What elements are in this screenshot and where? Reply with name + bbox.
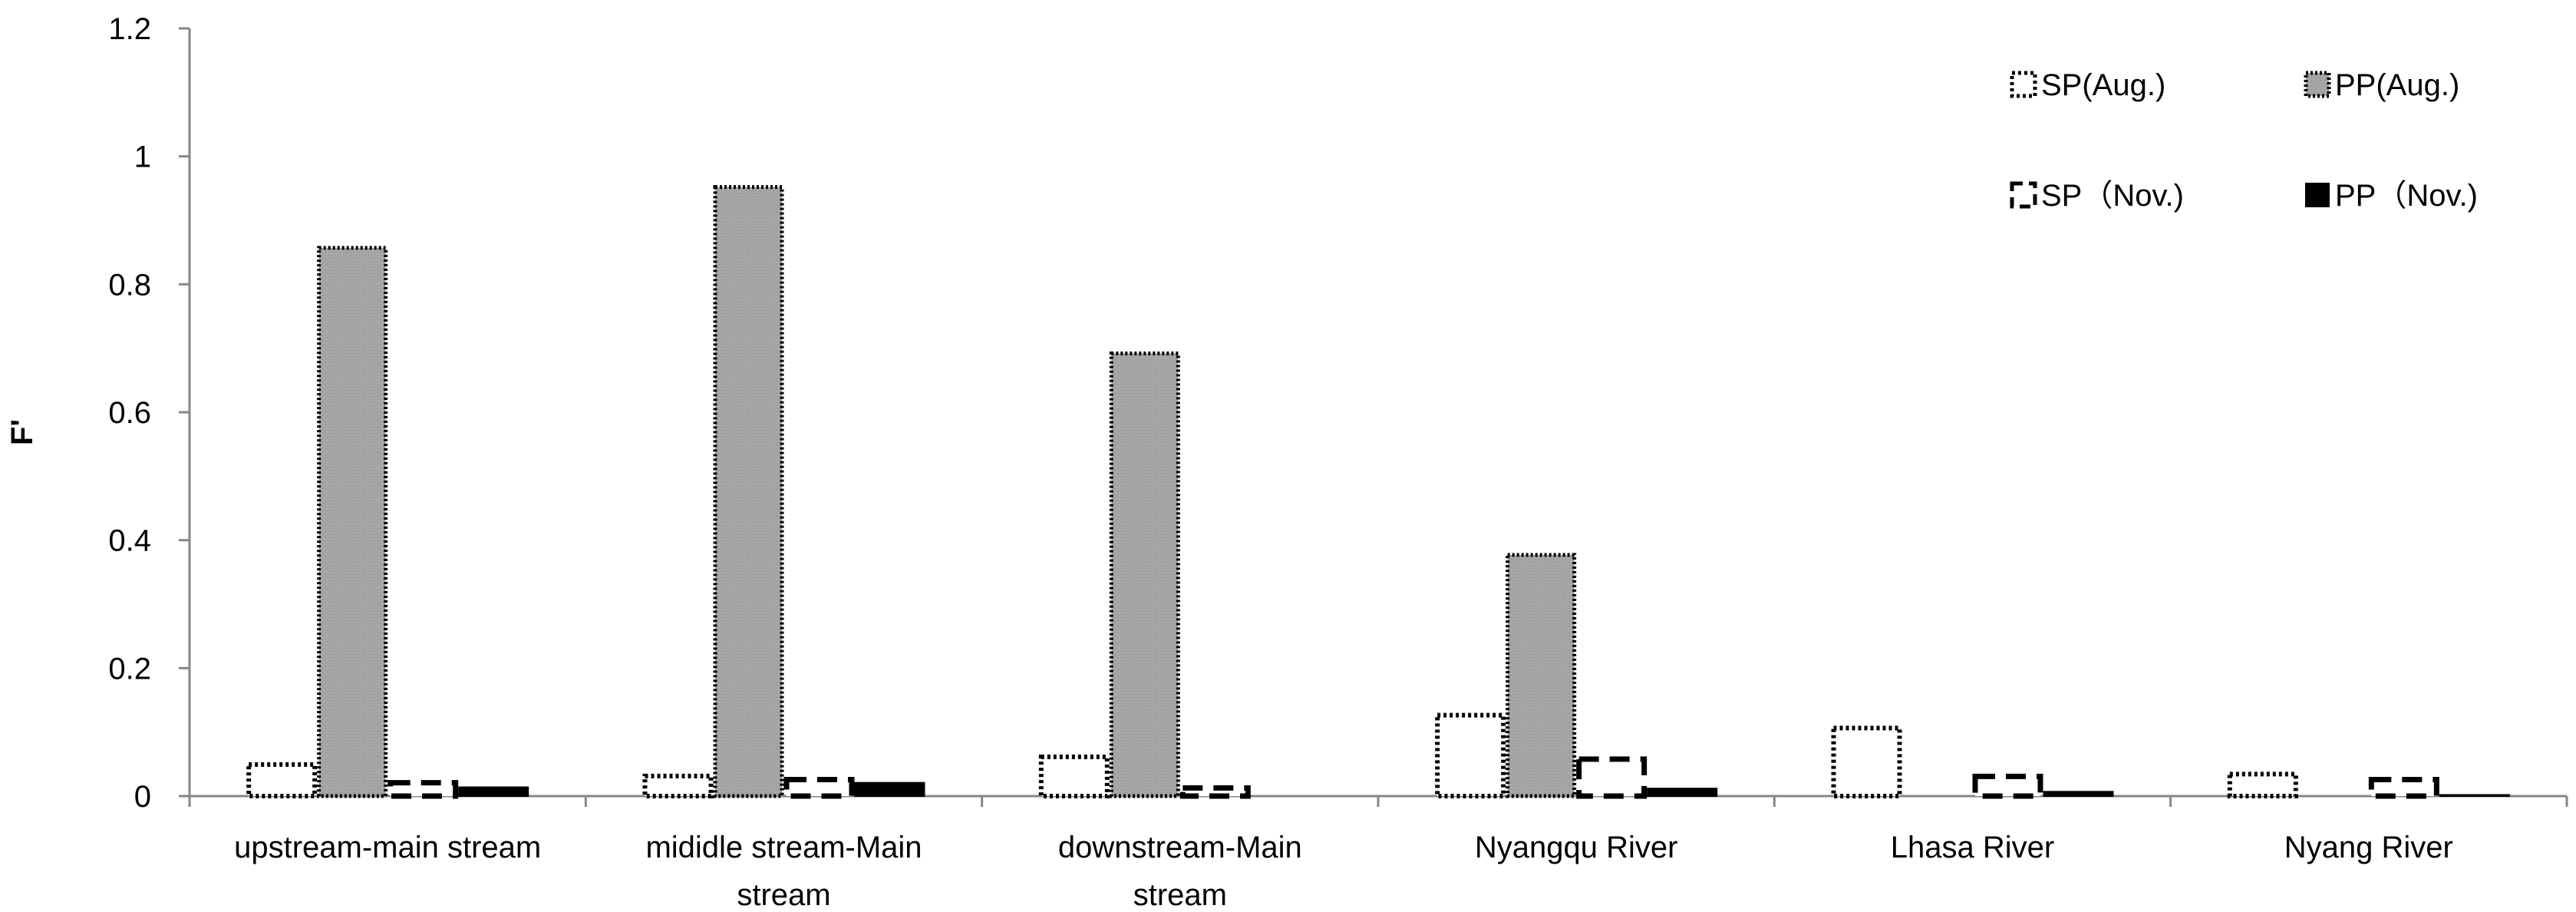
legend-label: SP（Nov.) xyxy=(2041,179,2184,213)
bar-sp-aug xyxy=(642,773,714,798)
bar-pp-nov xyxy=(2439,794,2510,797)
bar-sp-nov xyxy=(1179,785,1251,799)
bars xyxy=(246,185,2510,799)
y-tick-label: 0.2 xyxy=(108,652,151,686)
bar-pp-aug xyxy=(1506,553,1577,798)
legend-label: PP（Nov.) xyxy=(2335,179,2478,213)
bar-sp-aug xyxy=(246,762,318,798)
legend: SP(Aug.) PP(Aug.) SP（Nov.) PP（Nov.) xyxy=(2010,68,2478,213)
bar-pp-aug xyxy=(713,185,784,798)
y-axis-title: F' xyxy=(5,419,39,445)
bar-pp-aug xyxy=(317,246,388,798)
bar-pp-nov xyxy=(1647,788,1718,797)
x-category-label: mididle stream-Main stream xyxy=(645,831,922,912)
axes xyxy=(179,27,2568,807)
x-category-label: downstream-Main stream xyxy=(1058,831,1302,912)
x-category-label: Nyangqu River xyxy=(1475,831,1678,864)
bar-sp-aug xyxy=(1435,712,1506,799)
x-category-labels: upstream-main stream mididle stream-Main s… xyxy=(234,831,2453,912)
legend-swatch xyxy=(2010,71,2037,98)
legend-label: SP(Aug.) xyxy=(2041,68,2165,102)
y-tick-label: 0.8 xyxy=(108,268,151,302)
bar-sp-nov xyxy=(2368,777,2439,799)
bar-sp-nov xyxy=(783,777,855,799)
y-tick-label: 0.4 xyxy=(108,524,151,558)
legend-label: PP(Aug.) xyxy=(2335,68,2459,102)
bar-sp-aug xyxy=(1038,754,1110,798)
legend-swatch xyxy=(2305,183,2330,207)
x-category-label: Nyang River xyxy=(2284,831,2453,864)
bar-sp-nov xyxy=(1972,773,2043,799)
bar-sp-nov xyxy=(388,780,459,799)
bar-sp-nov xyxy=(1576,756,1648,799)
y-tick-label: 1.2 xyxy=(108,12,151,46)
legend-swatch xyxy=(2304,71,2331,98)
bar-pp-aug xyxy=(1109,351,1180,798)
y-tick-label: 0 xyxy=(134,780,151,814)
bar-sp-aug xyxy=(1831,725,1902,798)
legend-swatch xyxy=(2010,181,2037,209)
bar-sp-aug xyxy=(2227,772,2298,798)
bar-pp-nov xyxy=(854,781,925,798)
y-tick-label: 1 xyxy=(134,140,151,174)
x-category-label: upstream-main stream xyxy=(234,831,541,864)
bar-pp-nov xyxy=(458,786,529,797)
bar-pp-nov xyxy=(2043,791,2114,798)
y-tick-label: 0.6 xyxy=(108,396,151,430)
x-category-label: Lhasa River xyxy=(1891,831,2054,864)
y-tick-labels: 0 0.2 0.4 0.6 0.8 1 1.2 xyxy=(108,12,151,814)
